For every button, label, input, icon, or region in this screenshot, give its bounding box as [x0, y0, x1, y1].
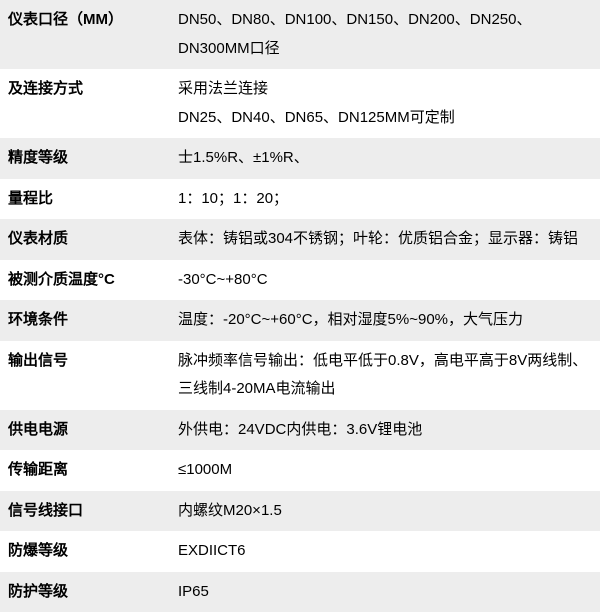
row-value: DN50、DN80、DN100、DN150、DN200、DN250、DN300M…	[170, 0, 600, 69]
table-row: 供电电源 外供电：24VDC内供电：3.6V锂电池	[0, 410, 600, 451]
row-value: ≤1000M	[170, 450, 600, 491]
table-row: 环境条件 温度：-20°C~+60°C，相对湿度5%~90%，大气压力	[0, 300, 600, 341]
row-label: 防爆等级	[0, 531, 170, 572]
row-value: EXDIICT6	[170, 531, 600, 572]
table-row: 传输距离 ≤1000M	[0, 450, 600, 491]
table-row: 精度等级 士1.5%R、±1%R、	[0, 138, 600, 179]
row-value: 表体：铸铝或304不锈钢；叶轮：优质铝合金；显示器：铸铝	[170, 219, 600, 260]
row-value: 脉冲频率信号输出：低电平低于0.8V，高电平高于8V两线制、三线制4-20MA电…	[170, 341, 600, 410]
row-value: 1：10；1：20；	[170, 179, 600, 220]
row-label: 被测介质温度°C	[0, 260, 170, 301]
table-row: 量程比 1：10；1：20；	[0, 179, 600, 220]
table-row: 被测介质温度°C -30°C~+80°C	[0, 260, 600, 301]
row-label: 及连接方式	[0, 69, 170, 138]
table-row: 及连接方式 采用法兰连接DN25、DN40、DN65、DN125MM可定制	[0, 69, 600, 138]
row-label: 传输距离	[0, 450, 170, 491]
row-value: 温度：-20°C~+60°C，相对湿度5%~90%，大气压力	[170, 300, 600, 341]
row-value: -30°C~+80°C	[170, 260, 600, 301]
row-value: 士1.5%R、±1%R、	[170, 138, 600, 179]
table-row: 仪表材质 表体：铸铝或304不锈钢；叶轮：优质铝合金；显示器：铸铝	[0, 219, 600, 260]
table-row: 信号线接口 内螺纹M20×1.5	[0, 491, 600, 532]
row-label: 仪表材质	[0, 219, 170, 260]
row-value: 内螺纹M20×1.5	[170, 491, 600, 532]
spec-table: 仪表口径（MM） DN50、DN80、DN100、DN150、DN200、DN2…	[0, 0, 600, 612]
row-label: 供电电源	[0, 410, 170, 451]
row-label: 环境条件	[0, 300, 170, 341]
row-label: 信号线接口	[0, 491, 170, 532]
row-label: 防护等级	[0, 572, 170, 612]
table-row: 防护等级 IP65	[0, 572, 600, 612]
row-value: IP65	[170, 572, 600, 612]
table-row: 防爆等级 EXDIICT6	[0, 531, 600, 572]
row-label: 输出信号	[0, 341, 170, 410]
table-row: 输出信号 脉冲频率信号输出：低电平低于0.8V，高电平高于8V两线制、三线制4-…	[0, 341, 600, 410]
row-value: 外供电：24VDC内供电：3.6V锂电池	[170, 410, 600, 451]
row-label: 仪表口径（MM）	[0, 0, 170, 69]
table-row: 仪表口径（MM） DN50、DN80、DN100、DN150、DN200、DN2…	[0, 0, 600, 69]
row-label: 精度等级	[0, 138, 170, 179]
row-value: 采用法兰连接DN25、DN40、DN65、DN125MM可定制	[170, 69, 600, 138]
row-label: 量程比	[0, 179, 170, 220]
